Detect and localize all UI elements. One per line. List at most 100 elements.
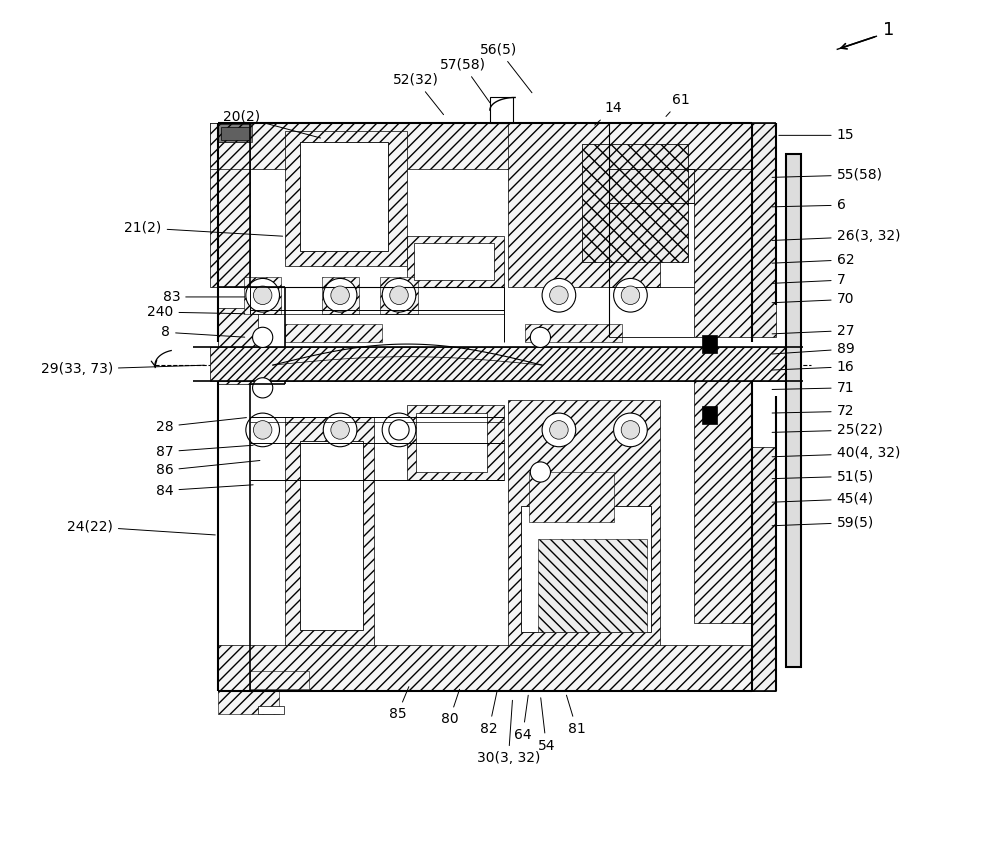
Circle shape bbox=[542, 278, 576, 312]
Bar bbox=[300, 142, 388, 251]
Bar bbox=[538, 540, 647, 632]
Circle shape bbox=[621, 286, 640, 304]
Bar bbox=[416, 413, 487, 472]
Text: 80: 80 bbox=[441, 690, 460, 727]
Circle shape bbox=[331, 286, 349, 304]
Bar bbox=[220, 129, 248, 139]
Text: 24(22): 24(22) bbox=[67, 519, 215, 535]
Text: 240: 240 bbox=[147, 305, 245, 319]
Text: 27: 27 bbox=[772, 324, 854, 337]
Text: 56(5): 56(5) bbox=[480, 42, 532, 93]
Circle shape bbox=[389, 420, 409, 440]
Circle shape bbox=[390, 421, 408, 439]
Bar bbox=[218, 308, 258, 384]
Text: 30(3, 32): 30(3, 32) bbox=[477, 701, 540, 765]
Circle shape bbox=[614, 413, 647, 447]
Bar bbox=[694, 123, 752, 337]
Circle shape bbox=[323, 413, 357, 447]
Circle shape bbox=[614, 278, 647, 312]
Text: 71: 71 bbox=[772, 381, 854, 395]
Bar bbox=[218, 124, 252, 142]
Circle shape bbox=[331, 421, 349, 439]
Circle shape bbox=[253, 378, 273, 398]
Bar bbox=[490, 98, 513, 123]
Text: 28: 28 bbox=[156, 417, 246, 433]
Text: 70: 70 bbox=[772, 293, 854, 307]
Bar bbox=[322, 277, 359, 314]
Text: 7: 7 bbox=[772, 273, 845, 287]
Text: 8: 8 bbox=[161, 325, 245, 339]
Circle shape bbox=[390, 286, 408, 304]
Bar bbox=[521, 506, 651, 632]
Circle shape bbox=[323, 278, 357, 312]
Bar bbox=[414, 243, 494, 280]
Circle shape bbox=[530, 327, 550, 347]
Bar bbox=[218, 690, 279, 714]
Bar bbox=[210, 347, 795, 381]
Text: 45(4): 45(4) bbox=[772, 492, 874, 506]
Circle shape bbox=[253, 421, 272, 439]
Bar bbox=[694, 379, 752, 624]
Circle shape bbox=[382, 413, 416, 447]
Text: 64: 64 bbox=[514, 695, 532, 742]
Text: 20(2): 20(2) bbox=[223, 110, 321, 138]
Text: 85: 85 bbox=[389, 687, 409, 722]
Bar bbox=[221, 127, 249, 141]
Bar bbox=[285, 417, 374, 645]
Bar bbox=[250, 671, 309, 689]
Text: 72: 72 bbox=[772, 405, 854, 418]
Text: 29(33, 73): 29(33, 73) bbox=[41, 362, 204, 376]
Bar bbox=[300, 441, 363, 631]
Text: 52(32): 52(32) bbox=[393, 72, 444, 115]
Text: 89: 89 bbox=[772, 342, 854, 356]
Bar bbox=[218, 123, 681, 169]
Bar bbox=[529, 472, 614, 523]
Bar bbox=[582, 144, 688, 261]
Text: 83: 83 bbox=[163, 290, 245, 304]
Text: 84: 84 bbox=[156, 484, 253, 497]
Bar bbox=[258, 706, 284, 714]
Bar bbox=[609, 123, 752, 169]
Bar bbox=[525, 324, 622, 342]
Text: 21(2): 21(2) bbox=[124, 221, 283, 236]
Bar bbox=[380, 277, 418, 314]
Circle shape bbox=[550, 286, 568, 304]
Bar bbox=[407, 236, 504, 287]
Bar bbox=[244, 277, 281, 314]
Bar bbox=[582, 144, 688, 261]
Bar bbox=[285, 324, 382, 342]
Bar bbox=[508, 400, 660, 645]
Text: 57(58): 57(58) bbox=[440, 57, 490, 103]
Text: 82: 82 bbox=[480, 692, 498, 736]
Bar bbox=[786, 154, 801, 668]
Circle shape bbox=[246, 413, 279, 447]
Circle shape bbox=[530, 462, 550, 482]
Circle shape bbox=[382, 278, 416, 312]
Circle shape bbox=[253, 286, 272, 304]
Circle shape bbox=[253, 327, 273, 347]
Bar bbox=[210, 123, 250, 169]
Bar bbox=[407, 405, 504, 481]
Bar bbox=[285, 132, 407, 266]
Bar bbox=[218, 645, 754, 690]
Text: 25(22): 25(22) bbox=[772, 423, 883, 437]
Text: 1: 1 bbox=[883, 21, 894, 39]
Bar bbox=[660, 169, 694, 202]
Text: 40(4, 32): 40(4, 32) bbox=[772, 447, 900, 460]
Bar bbox=[752, 447, 776, 690]
Circle shape bbox=[542, 413, 576, 447]
Text: 86: 86 bbox=[156, 460, 260, 477]
Text: 26(3, 32): 26(3, 32) bbox=[772, 229, 900, 244]
Bar bbox=[210, 123, 250, 287]
Text: 16: 16 bbox=[772, 360, 854, 373]
Bar bbox=[752, 123, 776, 337]
Text: 55(58): 55(58) bbox=[772, 168, 883, 182]
Circle shape bbox=[246, 278, 279, 312]
Text: 54: 54 bbox=[538, 698, 555, 753]
Bar bbox=[508, 123, 660, 287]
Circle shape bbox=[621, 421, 640, 439]
Text: 14: 14 bbox=[595, 101, 622, 125]
Bar bbox=[702, 335, 717, 353]
Bar bbox=[218, 124, 250, 142]
Text: 59(5): 59(5) bbox=[772, 515, 874, 529]
